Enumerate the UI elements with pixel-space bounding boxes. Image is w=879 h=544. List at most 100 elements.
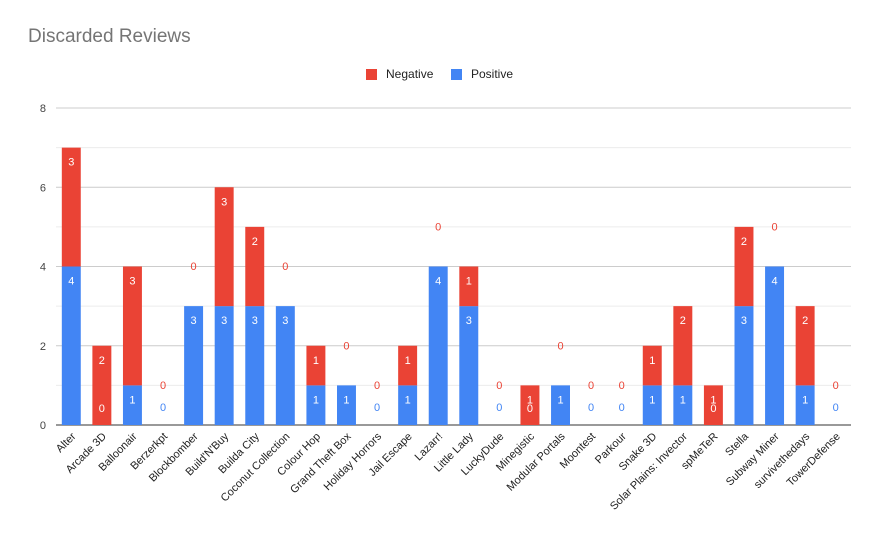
bar-negative[interactable] <box>122 266 142 386</box>
legend-item-negative[interactable]: Negative <box>366 67 433 81</box>
data-label-negative: 1 <box>649 355 655 367</box>
data-label-positive: 1 <box>680 394 686 406</box>
y-tick-label: 0 <box>40 420 46 432</box>
y-tick-label: 2 <box>40 341 46 353</box>
data-label-negative: 2 <box>99 355 105 367</box>
data-label-positive: 1 <box>557 394 563 406</box>
data-label-negative: 0 <box>282 261 288 273</box>
data-label-positive: 0 <box>833 402 839 414</box>
x-tick-label: Alter <box>54 430 79 455</box>
data-label-negative: 1 <box>710 394 716 406</box>
bar-positive[interactable] <box>214 306 234 425</box>
data-label-positive: 0 <box>496 402 502 414</box>
y-tick-label: 8 <box>40 103 46 115</box>
legend-swatch-negative <box>366 68 377 80</box>
data-label-positive: 0 <box>374 402 380 414</box>
x-tick-label: Subway Miner <box>724 430 782 488</box>
data-label-negative: 0 <box>343 340 349 352</box>
bar-positive[interactable] <box>673 385 693 425</box>
bar-negative[interactable] <box>92 345 112 425</box>
data-label-positive: 3 <box>466 315 472 327</box>
bar-negative[interactable] <box>734 226 754 307</box>
data-label-positive: 0 <box>710 403 716 415</box>
data-label-positive: 1 <box>405 394 411 406</box>
bar-positive[interactable] <box>337 385 356 425</box>
data-label-negative: 0 <box>833 380 839 392</box>
data-label-positive: 1 <box>313 394 319 406</box>
bar-negative[interactable] <box>520 385 540 425</box>
data-label-positive: 3 <box>741 315 747 327</box>
data-label-negative: 0 <box>588 380 594 392</box>
data-label-negative: 3 <box>129 276 135 288</box>
data-label-positive: 1 <box>343 394 349 406</box>
legend-item-positive[interactable]: Positive <box>451 67 513 81</box>
bar-negative[interactable] <box>245 226 265 307</box>
bar-negative[interactable] <box>642 345 662 386</box>
bar-negative[interactable] <box>398 345 418 386</box>
bar-negative[interactable] <box>214 187 234 307</box>
bar-positive[interactable] <box>459 306 479 425</box>
data-label-positive: 3 <box>252 315 258 327</box>
data-label-positive: 4 <box>771 276 777 288</box>
data-label-positive: 4 <box>435 276 441 288</box>
bar-positive[interactable] <box>245 306 265 425</box>
data-label-positive: 4 <box>68 276 74 288</box>
data-label-negative: 2 <box>741 236 747 248</box>
data-label-positive: 3 <box>191 315 197 327</box>
data-label-negative: 0 <box>435 222 441 234</box>
bar-positive[interactable] <box>765 266 785 426</box>
bar-positive[interactable] <box>61 266 81 426</box>
data-label-negative: 0 <box>771 222 777 234</box>
data-label-negative: 0 <box>160 380 166 392</box>
bar-positive[interactable] <box>795 385 815 425</box>
data-label-positive: 1 <box>649 394 655 406</box>
y-tick-label: 6 <box>40 182 46 194</box>
bar-positive[interactable] <box>275 306 295 425</box>
data-label-negative: 1 <box>405 355 411 367</box>
bar-positive[interactable] <box>428 266 448 426</box>
legend-swatch-positive <box>451 68 462 80</box>
data-label-positive: 0 <box>99 403 105 415</box>
chart-title: Discarded Reviews <box>28 26 191 47</box>
bar-positive[interactable] <box>306 385 326 425</box>
bar-positive[interactable] <box>398 385 418 425</box>
legend-label-negative: Negative <box>386 67 434 81</box>
bar-negative[interactable] <box>673 306 693 386</box>
data-label-negative: 2 <box>680 315 686 327</box>
chart-legend: Negative Positive <box>0 67 879 85</box>
x-tick-label: TowerDefense <box>785 431 843 489</box>
data-label-negative: 3 <box>68 157 74 169</box>
data-label-negative: 1 <box>313 355 319 367</box>
bar-negative[interactable] <box>61 147 81 267</box>
data-label-positive: 0 <box>588 402 594 414</box>
data-label-negative: 0 <box>557 340 563 352</box>
data-label-positive: 1 <box>129 394 135 406</box>
data-label-negative: 2 <box>252 236 258 248</box>
bar-negative[interactable] <box>703 385 723 425</box>
data-label-negative: 0 <box>374 380 380 392</box>
bar-positive[interactable] <box>734 306 754 425</box>
data-label-negative: 1 <box>527 394 533 406</box>
data-label-negative: 1 <box>466 276 472 288</box>
data-label-positive: 3 <box>282 315 288 327</box>
bar-negative[interactable] <box>306 345 326 386</box>
bar-positive[interactable] <box>642 385 662 425</box>
bar-positive[interactable] <box>184 306 204 425</box>
data-label-negative: 3 <box>221 196 227 208</box>
bar-positive[interactable] <box>551 385 570 425</box>
data-label-positive: 3 <box>221 315 227 327</box>
data-label-negative: 0 <box>191 261 197 273</box>
data-label-positive: 1 <box>802 394 808 406</box>
bar-negative[interactable] <box>459 266 479 307</box>
y-tick-label: 4 <box>40 262 46 274</box>
bar-negative[interactable] <box>795 306 815 386</box>
data-label-negative: 0 <box>496 380 502 392</box>
data-label-positive: 0 <box>527 403 533 415</box>
data-label-positive: 0 <box>619 402 625 414</box>
x-tick-label: Stella <box>723 430 752 459</box>
bar-positive[interactable] <box>122 385 142 425</box>
legend-label-positive: Positive <box>471 67 514 81</box>
data-label-negative: 2 <box>802 315 808 327</box>
data-label-positive: 0 <box>160 402 166 414</box>
